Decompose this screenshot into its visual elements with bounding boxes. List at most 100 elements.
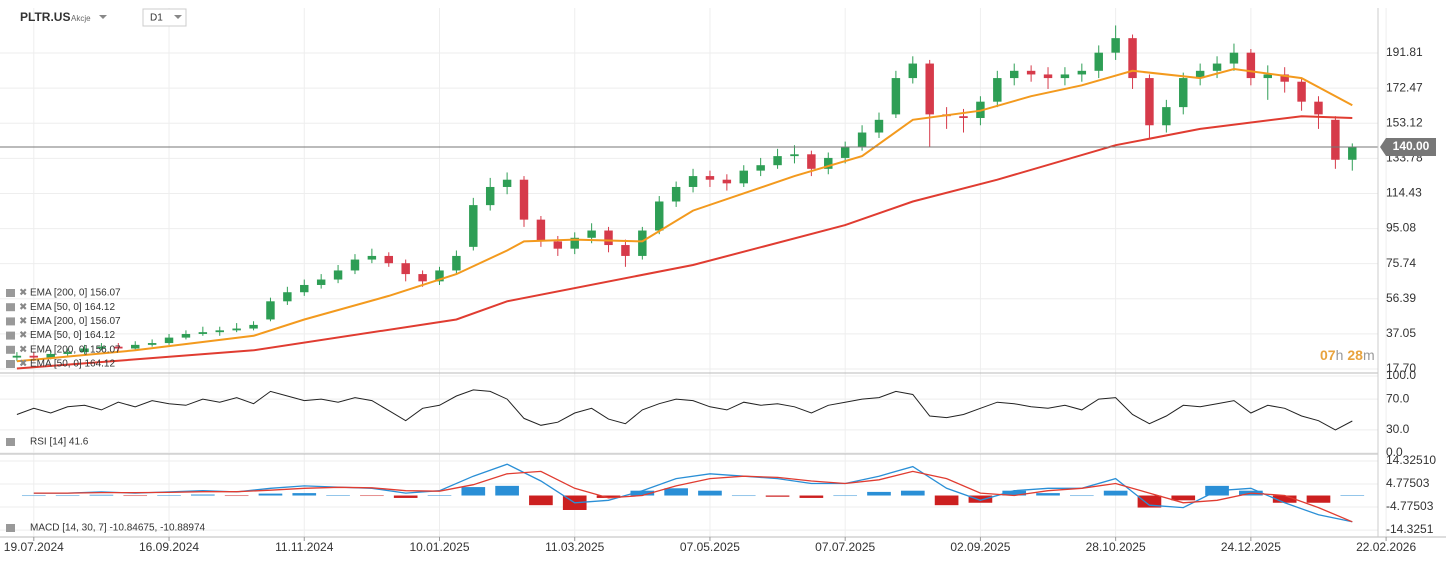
candle-body	[300, 284, 309, 293]
x-tick-label: 28.10.2025	[1086, 540, 1146, 554]
histogram-bar	[698, 490, 722, 496]
indicator-x[interactable]: ✖	[19, 330, 27, 341]
candle-body	[824, 157, 833, 169]
histogram-bar	[461, 487, 486, 496]
candle-body	[891, 78, 901, 115]
candle-body	[147, 343, 157, 345]
candle-body	[1077, 70, 1087, 75]
indicator-icon	[6, 289, 15, 297]
indicator-icon	[6, 438, 15, 446]
candle-body	[46, 353, 55, 358]
interval[interactable]: D1	[150, 13, 163, 24]
candle-body	[1314, 101, 1323, 115]
candle-body	[1128, 38, 1137, 79]
candle-body	[1212, 63, 1222, 71]
candle-body	[12, 355, 22, 358]
candle-body	[1195, 70, 1205, 79]
histogram-bar	[292, 493, 317, 496]
y-tick-label: 37.05	[1386, 326, 1416, 340]
histogram-bar	[1137, 495, 1162, 508]
indicator-x[interactable]: ✖	[19, 302, 27, 313]
candle-body	[1145, 78, 1154, 126]
last-price-box	[1380, 138, 1436, 157]
candle-body	[1246, 52, 1256, 79]
candle-body	[485, 186, 495, 206]
histogram-bar	[1069, 495, 1094, 497]
y-tick-label: 4.77503	[1386, 476, 1430, 490]
histogram-bar	[258, 493, 283, 496]
indicator-x[interactable]: ✖	[19, 288, 27, 299]
candle-body	[1297, 81, 1306, 102]
histogram-bar	[495, 485, 519, 496]
histogram-bar	[833, 495, 858, 497]
x-tick-label: 22.02.2026	[1356, 540, 1416, 554]
candle-body	[1162, 107, 1171, 126]
candle-body	[1026, 70, 1036, 75]
candle-body	[655, 201, 664, 231]
signal-line	[33, 470, 1353, 523]
histogram-bar	[934, 495, 959, 506]
indicator-icon	[6, 317, 15, 326]
candle-body	[959, 116, 968, 119]
candle-body	[570, 237, 579, 249]
histogram-bar	[224, 495, 249, 497]
overlay: PLTR.US Akcje D1 17.70 37.05 56.39 75.74 95.…	[0, 8, 1446, 554]
histogram-bar	[900, 490, 925, 496]
histogram-bar	[1306, 495, 1331, 503]
candle-body	[587, 230, 596, 238]
histogram-bar	[799, 495, 824, 498]
countdown-part: 28	[1347, 347, 1363, 363]
candle-body	[756, 165, 765, 171]
last-price-label: 140.00	[1393, 139, 1430, 153]
candle-body	[773, 156, 782, 166]
y-tick-label: 172.47	[1386, 80, 1423, 94]
candle-body	[1331, 119, 1340, 160]
countdown-part: 07	[1320, 347, 1336, 363]
candle-body	[367, 255, 377, 260]
x-tick-label: 16.09.2024	[139, 540, 199, 554]
candle-body	[1229, 52, 1239, 64]
y-tick-label: 100.0	[1386, 368, 1416, 382]
candle-body	[29, 355, 39, 358]
indicator-x[interactable]: ✖	[19, 344, 27, 355]
x-tick-label: 24.12.2025	[1221, 540, 1281, 554]
candle-body	[705, 176, 715, 180]
symbol[interactable]: PLTR.US	[20, 10, 70, 24]
y-tick-label: 191.81	[1386, 45, 1423, 59]
candle-body	[790, 154, 799, 157]
dropdown-arrow[interactable]	[174, 15, 182, 19]
histogram-bar	[1272, 495, 1297, 503]
ema-line	[16, 67, 1353, 363]
indicator-x[interactable]: ✖	[19, 359, 27, 370]
macd-line	[33, 463, 1353, 523]
ema-line	[16, 115, 1353, 370]
dropdown-arrow[interactable]	[99, 15, 107, 19]
y-tick-label: -14.3251	[1386, 522, 1434, 536]
countdown: 07h 28m	[1320, 347, 1375, 363]
candle-body	[857, 132, 867, 148]
candle-body	[131, 344, 140, 349]
histogram-bar	[1036, 493, 1060, 496]
y-tick-label: -4.77503	[1386, 499, 1434, 513]
countdown-part: h	[1336, 347, 1344, 363]
candle-body	[114, 346, 123, 349]
indicator-label: EMA [50, 0] 164.12	[30, 330, 115, 341]
y-tick-label: 30.0	[1386, 422, 1410, 436]
candle-body	[350, 259, 360, 271]
interval-box[interactable]	[142, 8, 187, 27]
indicator-x[interactable]: ✖	[19, 316, 27, 327]
indicator-label: RSI [14] 41.6	[30, 437, 89, 448]
candle-body	[316, 279, 326, 285]
candle-body	[604, 230, 613, 246]
candle-body	[621, 245, 630, 256]
y-tick-label: 75.74	[1386, 256, 1416, 270]
candle-body	[1043, 74, 1053, 79]
candle-body	[215, 330, 224, 333]
candle-body	[283, 292, 292, 302]
indicator-label: EMA [50, 0] 164.12	[30, 302, 115, 313]
indicator-label: EMA [200, 0] 156.07	[30, 316, 121, 327]
candle-body	[1280, 74, 1289, 82]
histogram-bar	[1002, 490, 1027, 496]
y-tick-label: 56.39	[1386, 291, 1416, 305]
